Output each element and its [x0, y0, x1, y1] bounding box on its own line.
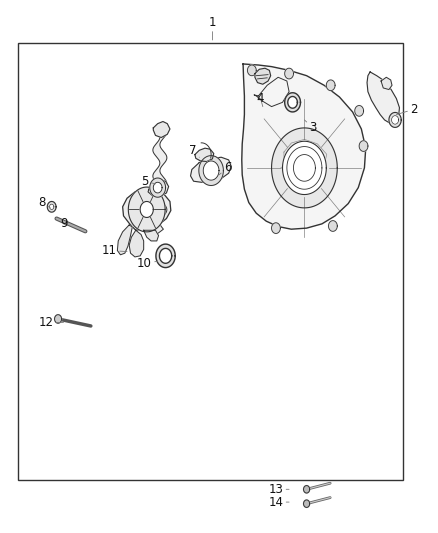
- Polygon shape: [392, 116, 399, 124]
- Polygon shape: [148, 180, 169, 196]
- Text: 11: 11: [102, 244, 127, 257]
- Polygon shape: [389, 112, 401, 127]
- Text: 2: 2: [396, 103, 418, 116]
- Polygon shape: [140, 201, 153, 217]
- Polygon shape: [153, 125, 167, 235]
- Polygon shape: [355, 106, 364, 116]
- Polygon shape: [247, 65, 256, 76]
- Text: 6: 6: [219, 161, 232, 175]
- Polygon shape: [153, 182, 162, 193]
- Polygon shape: [47, 201, 56, 212]
- Text: 1: 1: [208, 16, 216, 40]
- Text: 3: 3: [304, 120, 317, 134]
- Polygon shape: [367, 72, 399, 123]
- Polygon shape: [304, 500, 310, 507]
- Polygon shape: [156, 244, 175, 268]
- Polygon shape: [381, 77, 392, 90]
- Polygon shape: [304, 486, 310, 493]
- Polygon shape: [55, 314, 62, 323]
- Polygon shape: [49, 204, 54, 209]
- Text: 10: 10: [137, 257, 158, 270]
- Text: 8: 8: [38, 196, 50, 209]
- Polygon shape: [287, 147, 322, 189]
- Text: 12: 12: [39, 316, 64, 329]
- Polygon shape: [195, 148, 214, 161]
- Text: 9: 9: [60, 217, 68, 230]
- Polygon shape: [288, 96, 297, 108]
- Polygon shape: [255, 68, 271, 84]
- Polygon shape: [359, 141, 368, 151]
- Polygon shape: [293, 155, 315, 181]
- Text: 14: 14: [268, 496, 289, 508]
- Polygon shape: [285, 68, 293, 79]
- Polygon shape: [153, 122, 170, 138]
- Polygon shape: [191, 157, 231, 182]
- Text: 5: 5: [141, 175, 155, 188]
- Polygon shape: [123, 189, 171, 230]
- Polygon shape: [117, 225, 132, 255]
- Polygon shape: [199, 156, 223, 185]
- Bar: [18, 43, 403, 480]
- Polygon shape: [144, 230, 159, 241]
- Polygon shape: [285, 93, 300, 112]
- Text: 13: 13: [268, 483, 289, 496]
- Polygon shape: [129, 230, 144, 257]
- Polygon shape: [150, 178, 166, 197]
- Polygon shape: [128, 187, 165, 232]
- Text: 4: 4: [257, 92, 265, 107]
- Polygon shape: [242, 64, 366, 229]
- Polygon shape: [272, 128, 337, 208]
- Polygon shape: [326, 80, 335, 91]
- Polygon shape: [328, 221, 337, 231]
- Polygon shape: [283, 141, 326, 195]
- Text: 7: 7: [189, 144, 199, 157]
- Polygon shape: [203, 161, 219, 180]
- Polygon shape: [159, 248, 172, 263]
- Polygon shape: [272, 223, 280, 233]
